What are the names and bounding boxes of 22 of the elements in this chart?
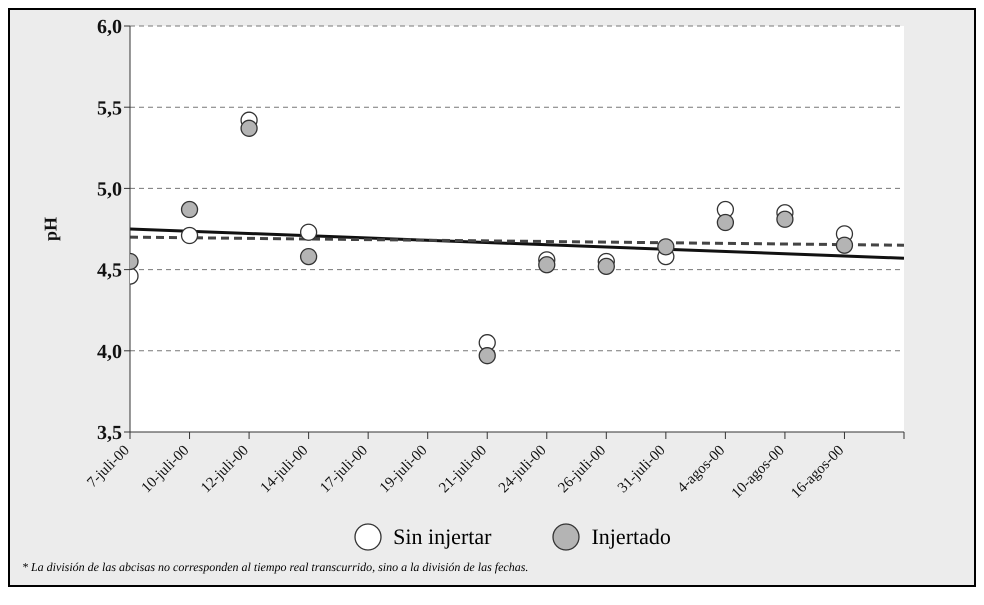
point [836,236,854,254]
y-tick-label: 6,0 [97,16,122,38]
legend-label: Sin injertar [393,524,492,550]
point [776,210,794,228]
legend-label: Injertado [591,524,671,550]
point [657,238,674,256]
point [478,347,496,364]
y-axis-title: pH [40,216,60,242]
y-tick-label: 4,5 [97,260,122,282]
y-tick-label: 4,0 [97,340,122,363]
point [538,256,556,274]
point [300,224,318,241]
point [180,200,198,218]
point [716,214,734,232]
y-tick-label: 3,5 [97,422,122,444]
point [300,248,318,266]
y-tick-label: 5,5 [97,97,122,120]
point [180,226,198,244]
text: * La división de las abcisas no corresponden al tiempo real transcurrido, sino a la división de las fechas. [22,560,530,575]
point [598,258,615,275]
point [240,120,258,137]
y-tick-label: 5,0 [97,178,122,200]
